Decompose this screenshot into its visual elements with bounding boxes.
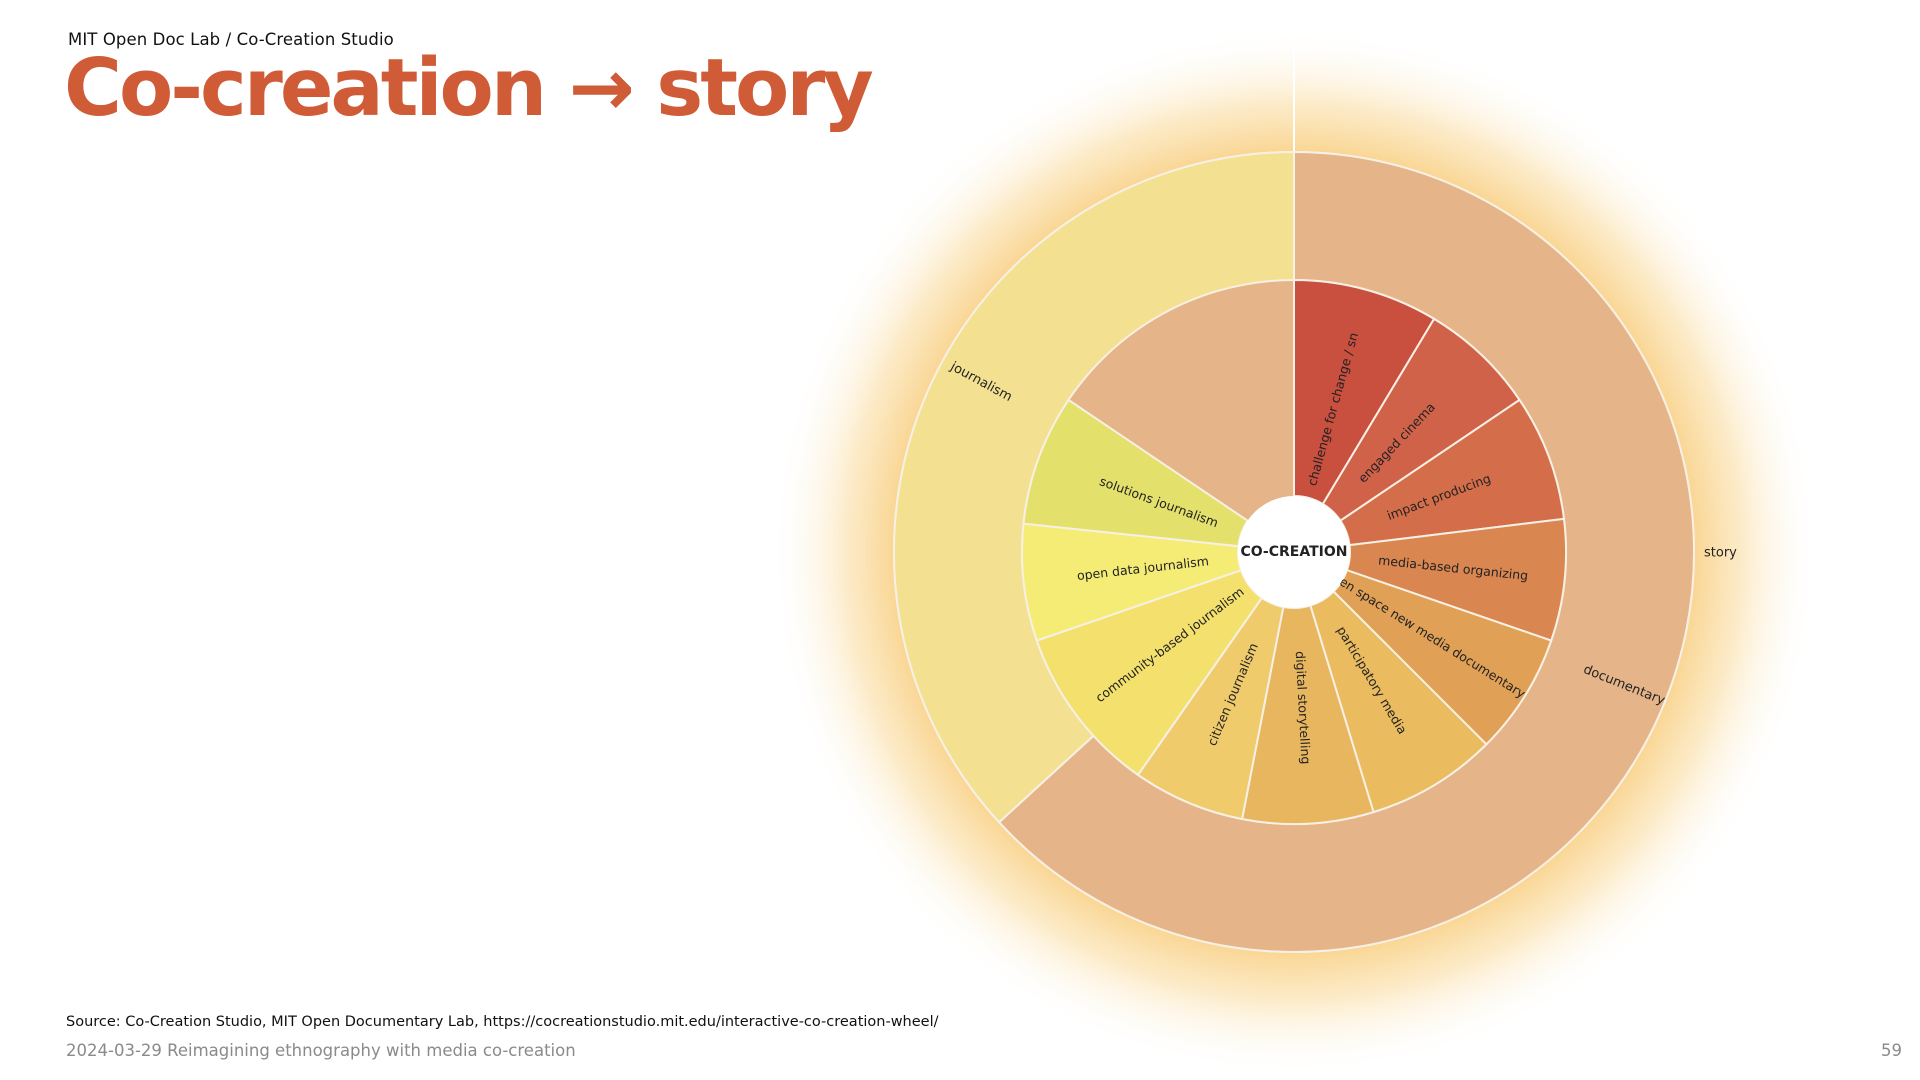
story-label: story	[1704, 546, 1737, 561]
footer-date-title: 2024-03-29 Reimagining ethnography with …	[66, 1041, 576, 1060]
center-circle[interactable]	[1238, 496, 1350, 608]
source-citation: Source: Co-Creation Studio, MIT Open Doc…	[66, 1014, 939, 1030]
wheel-center[interactable]: CO-CREATION	[1238, 496, 1350, 608]
page-number: 59	[1881, 1041, 1902, 1060]
course-kicker: MIT Open Doc Lab / Co-Creation Studio	[68, 30, 394, 49]
center-label: CO-CREATION	[1241, 544, 1348, 560]
practice-label: digital storytelling	[1293, 651, 1314, 765]
slide-title: Co-creation → story	[64, 42, 874, 134]
